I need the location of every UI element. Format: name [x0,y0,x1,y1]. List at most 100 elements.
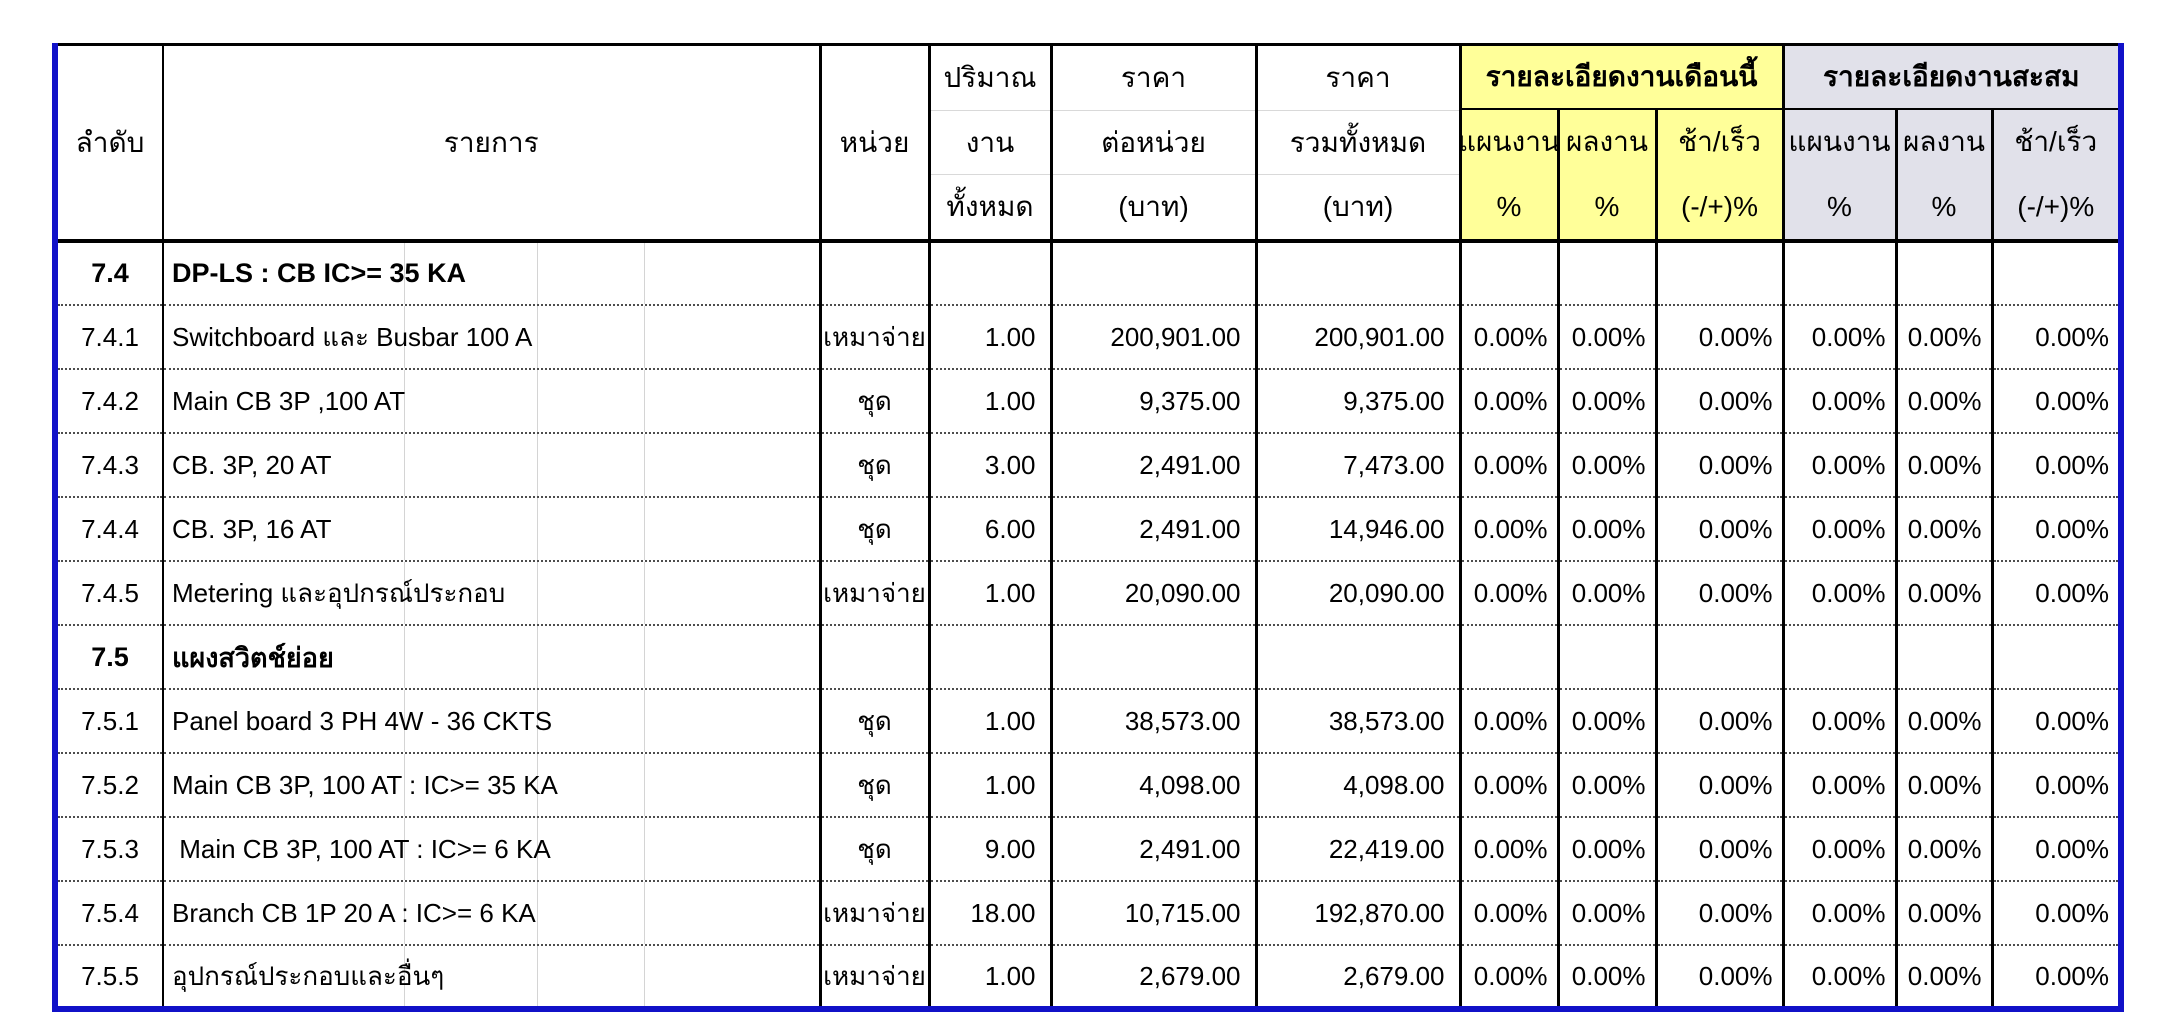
item-desc-cell: Panel board 3 PH 4W - 36 CKTS [162,688,820,753]
total-price-header-line-1: ราคา [1325,61,1391,93]
unit-cell: ชุด [818,368,929,433]
month-plan-cell: 0.00% [1458,560,1558,625]
quantity-header-lines: ปริมาณ งาน ทั้งหมด [932,46,1050,237]
table-row: 7.5.5 อุปกรณ์ประกอบและอื่นๆ เหมาจ่าย 1.0… [55,944,2122,1009]
header-row-top: ลำดับ รายการ หน่วย ปริมาณ งาน ทั้งหมด รา… [55,44,2122,243]
month-variance-cell: 0.00% [1654,944,1783,1009]
total-price-header-line-3: (บาท) [1259,174,1459,237]
subcol-cum-variance: ช้า/เร็ว (-/+)% [1990,108,2122,244]
month-variance-cell: 0.00% [1654,816,1783,881]
unit-price-header-line-1: ราคา [1120,61,1187,93]
qty-cell [927,624,1051,689]
total-price-cell: 2,679.00 [1254,944,1460,1009]
total-price-header-line-2: รวมทั้งหมด [1259,109,1459,175]
row-no-cell: 7.4.2 [55,368,163,433]
total-price-cell: 4,098.00 [1254,752,1460,817]
cum-plan-header: แผนงาน % [1786,110,1895,237]
cum-variance-cell: 0.00% [1990,688,2122,753]
month-actual-cell [1556,624,1656,689]
cum-actual-cell: 0.00% [1894,304,1992,369]
table-row: 7.5.1 Panel board 3 PH 4W - 36 CKTS ชุด … [55,688,2122,753]
month-actual-cell: 0.00% [1556,432,1656,497]
total-price-cell: 38,573.00 [1254,688,1460,753]
unit-cell [818,241,929,305]
month-plan-cell: 0.00% [1458,304,1558,369]
month-variance-cell: 0.00% [1654,432,1783,497]
unit-price-cell: 9,375.00 [1049,368,1256,433]
qty-cell: 1.00 [927,944,1051,1009]
cum-actual-cell: 0.00% [1894,496,1992,561]
cum-variance-cell: 0.00% [1990,304,2122,369]
unit-cell: เหมาจ่าย [818,304,929,369]
col-header-unit-price: ราคา ต่อหน่วย (บาท) [1049,44,1256,243]
cum-plan-cell: 0.00% [1781,880,1896,945]
table-row: 7.4.1 Switchboard และ Busbar 100 A เหมาจ… [55,304,2122,369]
quantity-header-line-3: ทั้งหมด [932,174,1050,237]
unit-cell: เหมาจ่าย [818,944,929,1009]
cum-variance-cell [1990,241,2122,305]
month-actual-cell: 0.00% [1556,752,1656,817]
table-row: 7.5.2 Main CB 3P, 100 AT : IC>= 35 KA ชุ… [55,752,2122,817]
unit-price-cell: 2,491.00 [1049,816,1256,881]
cum-variance-cell: 0.00% [1990,752,2122,817]
cum-actual-cell: 0.00% [1894,880,1992,945]
month-variance-cell: 0.00% [1654,368,1783,433]
month-variance-cell: 0.00% [1654,880,1783,945]
month-variance-cell: 0.00% [1654,560,1783,625]
total-price-cell [1254,624,1460,689]
cum-variance-cell: 0.00% [1990,432,2122,497]
month-variance-pct: (-/+)% [1681,190,1758,222]
month-plan-cell [1458,241,1558,305]
total-price-cell: 22,419.00 [1254,816,1460,881]
qty-cell: 1.00 [927,688,1051,753]
total-price-header-lines: ราคา รวมทั้งหมด (บาท) [1259,46,1459,237]
subcol-cum-plan: แผนงาน % [1781,108,1896,244]
row-no-cell: 7.5.5 [55,944,163,1009]
month-variance-cell: 0.00% [1654,304,1783,369]
subcol-cum-actual: ผลงาน % [1894,108,1992,244]
col-header-no: ลำดับ [55,44,163,243]
month-plan-label: แผนงาน [1460,126,1558,158]
month-actual-cell [1556,241,1656,305]
cum-actual-cell: 0.00% [1894,816,1992,881]
row-no-cell: 7.5.4 [55,880,163,945]
unit-price-cell: 2,491.00 [1049,496,1256,561]
item-desc-cell: Main CB 3P, 100 AT : IC>= 6 KA [162,816,820,881]
cum-actual-pct: % [1931,190,1957,222]
table-header: ลำดับ รายการ หน่วย ปริมาณ งาน ทั้งหมด รา… [55,44,2122,244]
header-row-sub: แผนงาน % ผลงาน % ช้า/เร็ว (-/+)% [55,108,2122,244]
total-price-cell [1254,241,1460,305]
row-no-cell: 7.5.3 [55,816,163,881]
col-header-quantity: ปริมาณ งาน ทั้งหมด [927,44,1051,243]
month-variance-label: ช้า/เร็ว [1678,126,1761,158]
table-row: 7.4 DP-LS : CB IC>= 35 KA [55,241,2122,305]
month-variance-cell [1654,241,1783,305]
cum-actual-label: ผลงาน [1902,126,1986,158]
month-variance-cell: 0.00% [1654,496,1783,561]
row-no-cell: 7.4 [55,241,163,305]
item-desc-cell: Metering และอุปกรณ์ประกอบ [162,560,820,625]
cum-actual-cell: 0.00% [1894,688,1992,753]
cum-variance-cell [1990,624,2122,689]
month-variance-header: ช้า/เร็ว (-/+)% [1659,110,1782,237]
row-no-cell: 7.4.3 [55,432,163,497]
month-plan-cell: 0.00% [1458,432,1558,497]
table-row: 7.5.3 Main CB 3P, 100 AT : IC>= 6 KA ชุด… [55,816,2122,881]
month-plan-pct: % [1496,190,1522,222]
qty-cell: 1.00 [927,752,1051,817]
cum-variance-cell: 0.00% [1990,368,2122,433]
table-row: 7.4.3 CB. 3P, 20 AT ชุด 3.00 2,491.00 7,… [55,432,2122,497]
cum-actual-cell: 0.00% [1894,752,1992,817]
row-no-cell: 7.5 [55,624,163,689]
table-row: 7.4.4 CB. 3P, 16 AT ชุด 6.00 2,491.00 14… [55,496,2122,561]
cum-plan-cell: 0.00% [1781,816,1896,881]
cum-actual-cell: 0.00% [1894,368,1992,433]
month-actual-cell: 0.00% [1556,304,1656,369]
cum-plan-label: แผนงาน [1788,126,1891,158]
cost-progress-table: ลำดับ รายการ หน่วย ปริมาณ งาน ทั้งหมด รา… [52,43,2125,1012]
cum-variance-cell: 0.00% [1990,496,2122,561]
col-header-description: รายการ [162,44,820,243]
group-header-this-month: รายละเอียดงานเดือนนี้ [1458,44,1783,110]
month-variance-cell: 0.00% [1654,752,1783,817]
item-desc-cell: อุปกรณ์ประกอบและอื่นๆ [162,944,820,1009]
